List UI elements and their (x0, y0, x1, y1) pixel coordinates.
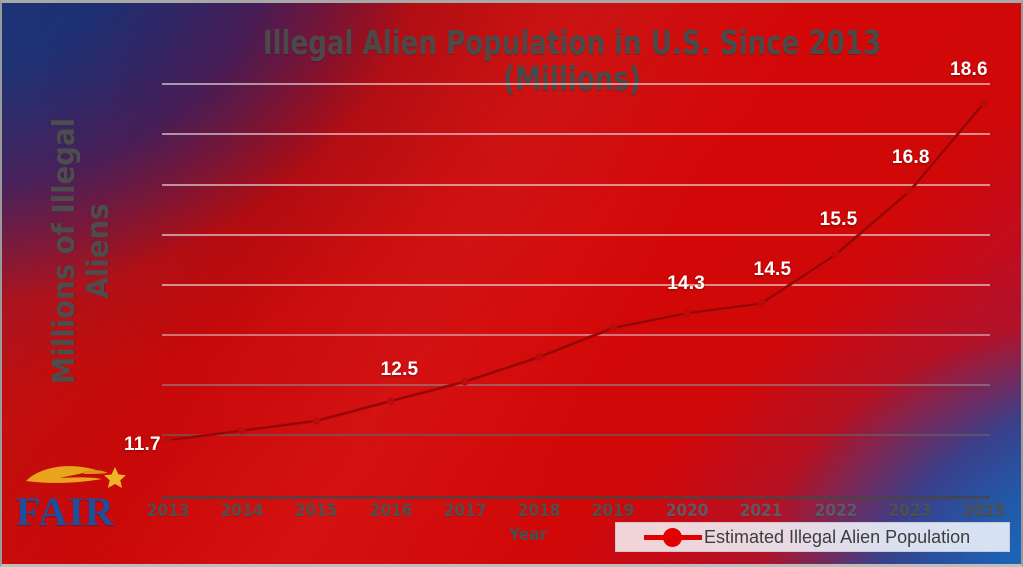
x-tick-2013: 2013 (146, 501, 190, 521)
gridline-17 (162, 184, 990, 186)
x-tick-2023: 2023 (888, 501, 932, 521)
data-point-marker (386, 397, 395, 406)
y-axis-title: Millions of Illegal Aliens (47, 71, 168, 431)
data-point-marker (980, 99, 988, 107)
data-point-marker (238, 426, 247, 435)
data-label-2016: 12.5 (380, 359, 419, 381)
y-axis-title-line-1: Millions of Illegal (47, 117, 82, 385)
gridline-13 (162, 384, 990, 386)
x-tick-2019: 2019 (591, 501, 635, 521)
data-point-marker (460, 377, 469, 386)
data-point-marker (164, 436, 172, 445)
fair-logo[interactable]: FAIR (14, 461, 134, 539)
gridline-15 (162, 284, 990, 286)
x-tick-2014: 2014 (220, 501, 264, 521)
x-axis-title: Year (509, 525, 548, 545)
gridline-18 (162, 133, 990, 135)
chart-title-line-1: Illegal Alien Population in U.S. Since 2… (262, 23, 882, 62)
y-axis-title-line-2: Aliens (80, 203, 116, 299)
x-axis-line (162, 496, 990, 499)
data-label-2013: 11.7 (124, 434, 161, 456)
data-point-marker (609, 323, 618, 332)
chart-legend[interactable]: Estimated Illegal Alien Population (615, 522, 1010, 552)
x-tick-2015: 2015 (295, 501, 338, 521)
x-tick-2017: 2017 (443, 501, 487, 521)
fair-swoosh-icon (26, 466, 126, 488)
x-tick-2020: 2020 (665, 501, 709, 521)
x-tick-2016: 2016 (369, 501, 412, 521)
data-point-marker (757, 299, 766, 308)
legend-entry-label: Estimated Illegal Alien Population (704, 526, 971, 547)
x-tick-2021: 2021 (740, 501, 783, 521)
data-label-2020: 14.3 (667, 273, 706, 295)
x-tick-2022: 2022 (814, 501, 857, 521)
data-label-2023: 16.8 (891, 147, 930, 168)
gridline-19 (162, 83, 990, 85)
data-point-marker (312, 416, 321, 425)
gridline-16 (162, 234, 990, 236)
x-tick-2018: 2018 (517, 501, 561, 521)
x-tick-2025: 2025 (962, 501, 1006, 521)
data-point-marker (534, 353, 543, 362)
gridline-14 (162, 334, 990, 336)
gridline-12 (162, 434, 990, 436)
data-label-2025: 18.6 (950, 59, 988, 80)
data-label-2021: 14.5 (753, 259, 792, 281)
data-label-2022: 15.5 (819, 208, 858, 230)
data-point-marker (683, 309, 692, 318)
data-point-marker (831, 250, 840, 259)
fair-wordmark: FAIR (16, 489, 115, 534)
data-point-marker (905, 187, 914, 195)
legend-marker-icon (644, 528, 702, 547)
data-series-line (164, 99, 988, 445)
plot-area: 11.7 12.5 14.3 14.5 15.5 16.8 18.6 (124, 59, 990, 499)
